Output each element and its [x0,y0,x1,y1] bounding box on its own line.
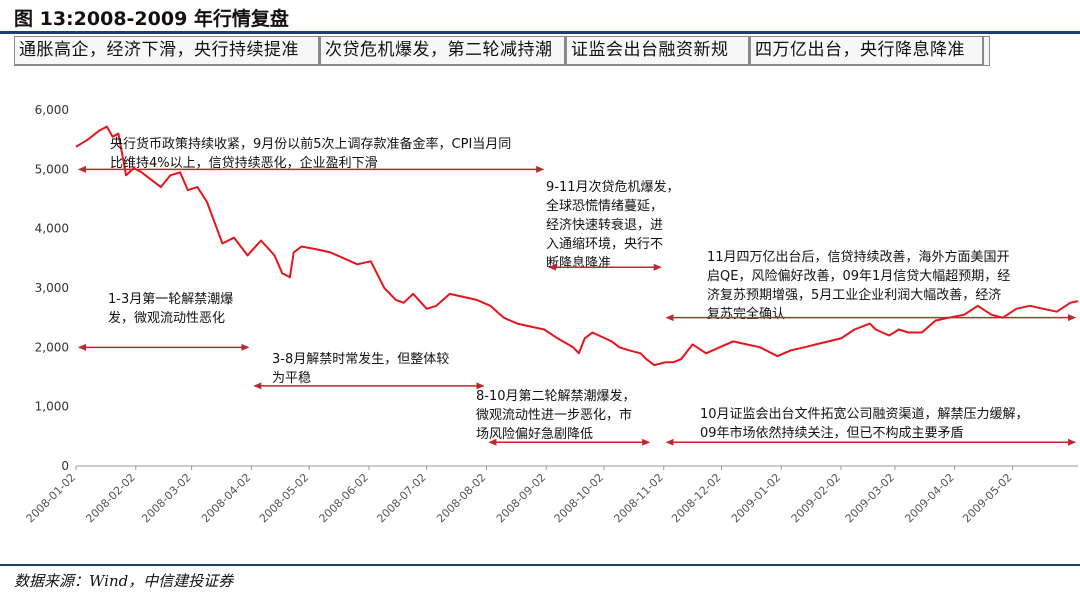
annotation-text: 断降息降准 [546,255,611,271]
x-tick-label: 2008-10-02 [552,471,606,525]
annotation-text: 09年市场依然持续关注，但已不构成主要矛盾 [700,425,964,441]
data-source: 数据来源：Wind，中信建投证券 [14,572,234,590]
x-tick-label: 2008-12-02 [669,471,723,525]
phase-label-1: 通胀高企，经济下滑，央行持续提准 [14,36,320,66]
annotation-text: 1-3月第一轮解禁潮爆 [108,292,233,307]
y-tick-label: 2,000 [35,340,69,354]
x-tick-label: 2008-08-02 [434,471,488,525]
annotation-text: 为平稳 [272,370,311,386]
footer-rule [0,564,1080,566]
y-tick-label: 3,000 [35,281,69,295]
y-tick-label: 6,000 [35,103,69,117]
x-tick-label: 2008-09-02 [494,471,548,525]
x-tick-label: 2008-07-02 [374,471,428,525]
annotation-text: 复苏完全确认 [707,306,785,322]
x-tick-label: 2008-03-02 [139,471,193,525]
annotation-text: 8-10月第二轮解禁潮爆发， [476,388,636,404]
phase-label-2: 次贷危机爆发，第二轮减持潮 [320,36,566,66]
x-tick-label: 2009-04-02 [902,471,956,525]
annotation-text: 启QE，风险偏好改善，09年1月信贷大幅超预期，经 [707,268,1010,284]
y-tick-label: 5,000 [35,162,69,176]
annotation-text: 全球恐慌情绪蔓延， [546,198,663,214]
annotation-text: 3-8月解禁时常发生，但整体较 [272,351,449,367]
x-tick-label: 2009-05-02 [960,471,1014,525]
annotation-text: 微观流动性进一步恶化，市 [476,407,632,423]
phase-label-3: 证监会出台融资新规 [566,36,750,66]
title-rule [0,31,1080,34]
annotation-text: 发，微观流动性恶化 [108,310,225,326]
annotation-text: 济复苏预期增强，5月工业企业利润大幅改善，经济 [707,287,1001,303]
annotation-text: 11月四万亿出台后，信贷持续改善，海外方面美国开 [707,249,1010,265]
annotation-text: 9-11月次贷危机爆发， [546,179,680,195]
index-series-line [75,125,1079,367]
annotation-text: 场风险偏好急剧降低 [476,427,593,442]
annotation-text: 10月证监会出台文件拓宽公司融资渠道，解禁压力缓解， [700,406,1029,422]
y-tick-label: 4,000 [35,222,69,236]
y-tick-label: 0 [61,459,69,473]
annotation-text: 经济快速转衰退，进 [546,217,663,233]
phase-bar-end [984,36,990,66]
annotation-text: 央行货币政策持续收紧，9月份以前5次上调存款准备金率，CPI当月同 [110,136,511,152]
annotation-text: 入通缩环境，央行不 [546,236,663,252]
x-tick-label: 2009-02-02 [789,471,843,525]
phase-bar: 通胀高企，经济下滑，央行持续提准 次贷危机爆发，第二轮减持潮 证监会出台融资新规… [14,36,990,66]
phase-label-4: 四万亿出台，央行降息降准 [750,36,984,66]
x-tick-label: 2008-02-02 [83,471,137,525]
x-tick-label: 2008-01-02 [24,471,78,525]
x-tick-label: 2008-06-02 [317,471,371,525]
x-tick-label: 2008-05-02 [257,471,311,525]
x-tick-label: 2008-11-02 [611,471,665,525]
x-tick-label: 2009-01-02 [729,471,783,525]
index-line-chart: 0 1,000 2,000 3,000 4,000 5,000 6,000 2008-01-0… [24,103,1079,525]
x-tick-label: 2008-04-02 [199,471,253,525]
x-tick-label: 2009-03-02 [843,471,897,525]
chart-title: 图 13:2008-2009 年行情复盘 [14,8,289,30]
y-tick-label: 1,000 [35,400,69,414]
